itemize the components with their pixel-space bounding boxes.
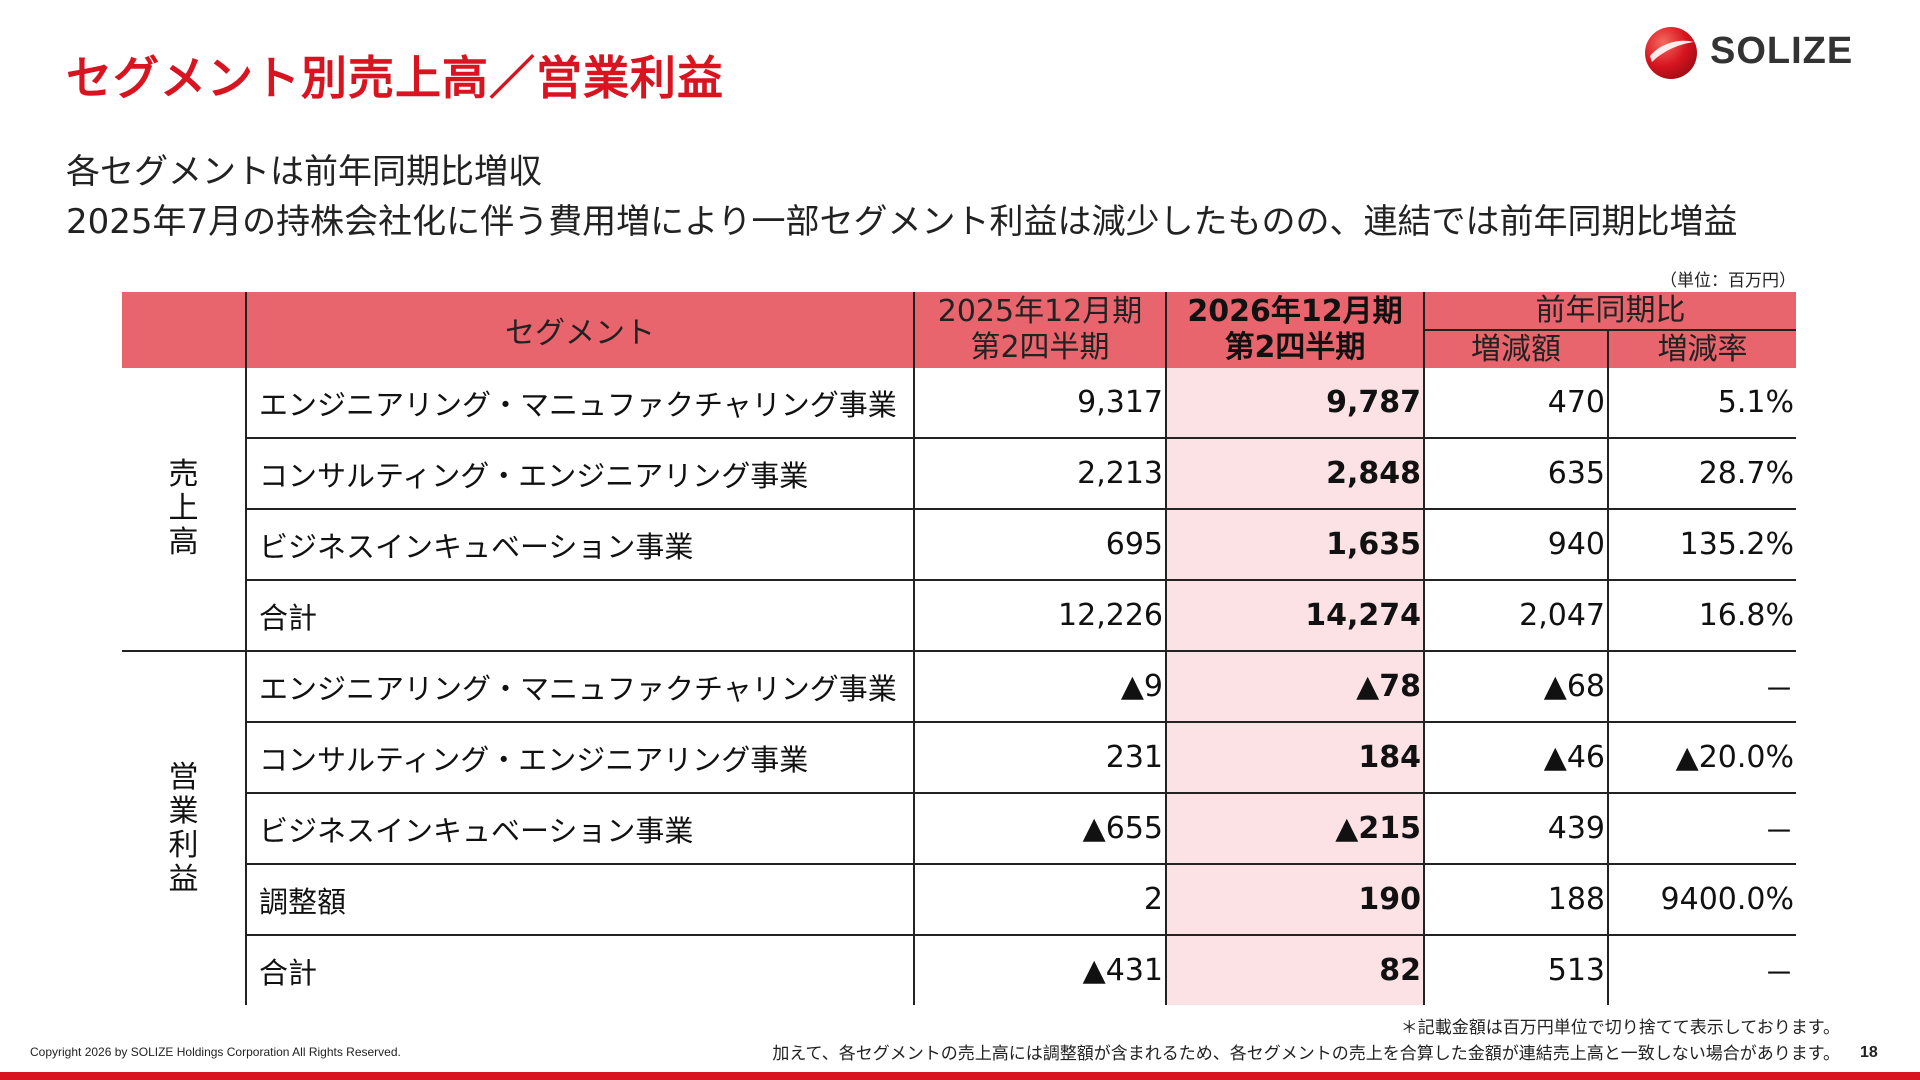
- current-value: 190: [1166, 864, 1425, 936]
- logo-wordmark: SOLIZE: [1710, 30, 1854, 72]
- prev-value: 2: [914, 864, 1167, 936]
- prev-value: ▲431: [914, 935, 1167, 1005]
- current-value: 1,635: [1166, 509, 1425, 581]
- prev-value: 2,213: [914, 438, 1167, 510]
- diff-value: 513: [1424, 935, 1609, 1005]
- rate-value: ▲20.0%: [1608, 722, 1796, 794]
- solize-logo-icon: [1645, 27, 1697, 79]
- current-value: 14,274: [1166, 580, 1425, 652]
- table-row: 調整額 2 190 188 9400.0%: [122, 864, 1796, 936]
- table-row: 営業利益 エンジニアリング・マニュファクチャリング事業 ▲9 ▲78 ▲68 －: [122, 651, 1796, 1005]
- header-rate: 増減率: [1608, 330, 1796, 368]
- group-label-sales-text: 売上高: [168, 457, 199, 560]
- group-label-operating-profit-text: 営業利益: [168, 759, 199, 897]
- segment-name: 合計: [246, 935, 915, 1005]
- subtitle-line-1: 各セグメントは前年同期比増収: [66, 152, 542, 192]
- header-yoy: 前年同期比: [1424, 292, 1796, 331]
- segment-name: コンサルティング・エンジニアリング事業: [246, 438, 915, 510]
- current-value: ▲78: [1166, 651, 1425, 723]
- current-value: ▲215: [1166, 793, 1425, 865]
- unit-note: （単位：百万円）: [1660, 271, 1796, 291]
- header-current-period-year: 2026年12月期: [1187, 294, 1403, 329]
- footnote-2: 加えて、各セグメントの売上高には調整額が含まれるため、各セグメントの売上を合算し…: [772, 1044, 1840, 1064]
- segment-name: 合計: [246, 580, 915, 652]
- segment-name: ビジネスインキュベーション事業: [246, 509, 915, 581]
- subtitle-line-2: 2025年7月の持株会社化に伴う費用増により一部セグメント利益は減少したものの、…: [66, 202, 1738, 242]
- bottom-accent-bar: [0, 1072, 1920, 1080]
- diff-value: 635: [1424, 438, 1609, 510]
- copyright: Copyright 2026 by SOLIZE Holdings Corpor…: [30, 1045, 401, 1059]
- header-prev-period-year: 2025年12月期: [937, 294, 1143, 329]
- rate-value: －: [1764, 956, 1794, 992]
- table-row: 売上高 エンジニアリング・マニュファクチャリング事業 9,317 9,787 4…: [122, 368, 1796, 652]
- rate-value: 5.1%: [1608, 368, 1796, 439]
- table-row: ビジネスインキュベーション事業 ▲655 ▲215 439 －: [122, 793, 1796, 865]
- segment-name: ビジネスインキュベーション事業: [246, 793, 915, 865]
- rate-value: －: [1608, 793, 1796, 865]
- rate-value: －: [1608, 651, 1796, 723]
- header-blank: [122, 292, 247, 368]
- rate-value: 135.2%: [1608, 509, 1796, 581]
- current-value: 2,848: [1166, 438, 1425, 510]
- prev-value: 231: [914, 722, 1167, 794]
- prev-value: 9,317: [914, 368, 1167, 439]
- table-row: 合計 ▲431 82 513 －: [122, 935, 1796, 1005]
- segment-name: 調整額: [246, 864, 915, 936]
- segment-name: エンジニアリング・マニュファクチャリング事業: [246, 651, 915, 723]
- prev-value: 695: [914, 509, 1167, 581]
- company-logo: SOLIZE: [1644, 24, 1874, 82]
- prev-value: 12,226: [914, 580, 1167, 652]
- diff-value: 2,047: [1424, 580, 1609, 652]
- page-number: 18: [1860, 1044, 1878, 1061]
- segment-table: セグメント 2025年12月期 第2四半期 2026年12月期 第2四半期 前年…: [122, 292, 1796, 1005]
- segment-name: コンサルティング・エンジニアリング事業: [246, 722, 915, 794]
- footnote-1: ＊記載金額は百万円単位で切り捨てて表示しております。: [1400, 1018, 1840, 1038]
- header-segment: セグメント: [246, 292, 915, 368]
- header-current-period-quarter: 第2四半期: [1224, 330, 1366, 365]
- diff-value: 188: [1424, 864, 1609, 936]
- table-row: コンサルティング・エンジニアリング事業 2,213 2,848 635 28.7…: [122, 438, 1796, 510]
- diff-value: 470: [1424, 368, 1609, 439]
- table-row: ビジネスインキュベーション事業 695 1,635 940 135.2%: [122, 509, 1796, 581]
- group-label-sales: 売上高: [122, 368, 247, 652]
- rate-value: 9400.0%: [1608, 864, 1796, 936]
- header-diff: 増減額: [1424, 330, 1609, 368]
- slide-title: セグメント別売上高／営業利益: [66, 51, 724, 105]
- table-row: コンサルティング・エンジニアリング事業 231 184 ▲46 ▲20.0%: [122, 722, 1796, 794]
- rate-value: 28.7%: [1608, 438, 1796, 510]
- header-current-period: 2026年12月期 第2四半期: [1166, 292, 1425, 368]
- current-value: 9,787: [1166, 368, 1425, 439]
- diff-value: 940: [1424, 509, 1609, 581]
- table-row: 合計 12,226 14,274 2,047 16.8%: [122, 580, 1796, 652]
- segment-name: エンジニアリング・マニュファクチャリング事業: [246, 368, 915, 439]
- current-value: 184: [1166, 722, 1425, 794]
- rate-value: 16.8%: [1608, 580, 1796, 652]
- diff-value: ▲46: [1424, 722, 1609, 794]
- diff-value: ▲68: [1424, 651, 1609, 723]
- diff-value: 439: [1424, 793, 1609, 865]
- header-prev-period-quarter: 第2四半期: [970, 330, 1110, 365]
- prev-value: ▲655: [914, 793, 1167, 865]
- current-value: 82: [1166, 935, 1425, 1005]
- group-label-operating-profit: 営業利益: [122, 651, 247, 1005]
- header-prev-period: 2025年12月期 第2四半期: [914, 292, 1167, 368]
- prev-value: ▲9: [914, 651, 1167, 723]
